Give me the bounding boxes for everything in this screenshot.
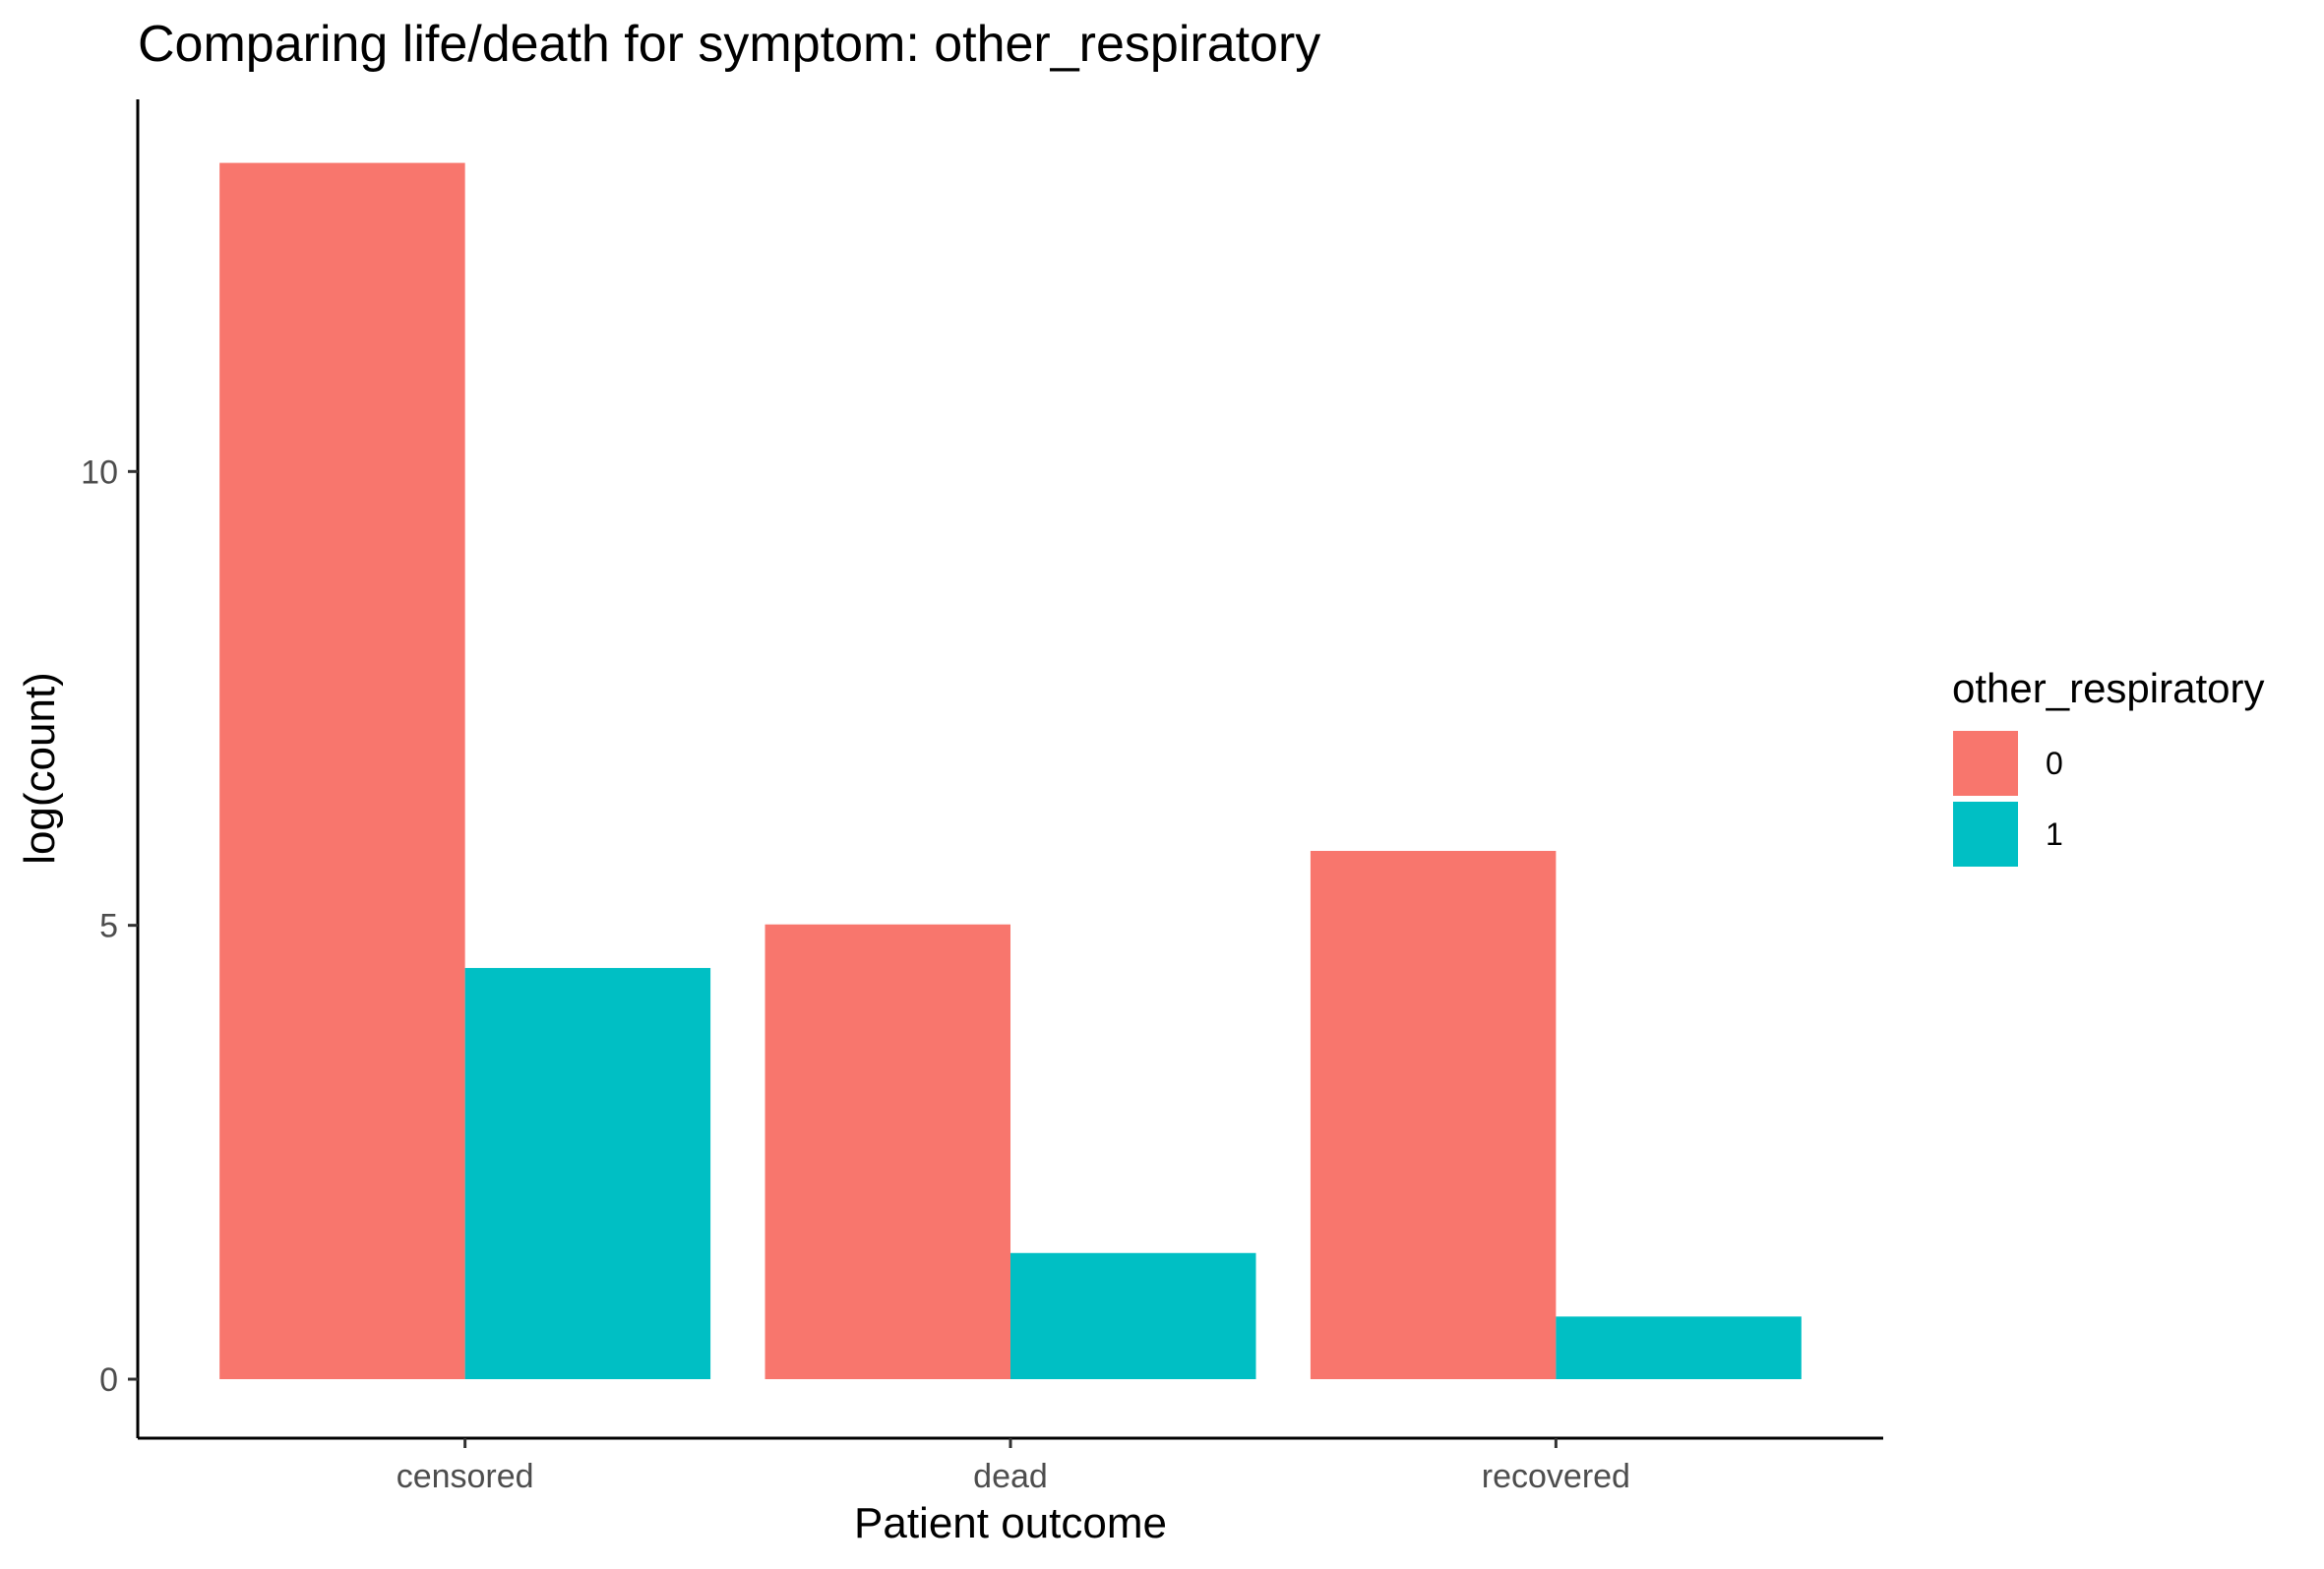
y-axis-title: log(count) [16,672,64,865]
legend-title: other_respiratory [1952,665,2264,711]
y-tick-label: 10 [81,453,118,491]
legend-key-1 [1953,802,2018,867]
legend-items: 01 [1953,731,2063,867]
legend-label-0: 0 [2046,746,2063,781]
x-axis-title: Patient outcome [854,1499,1167,1547]
bar-dead-series-1 [1010,1252,1256,1380]
x-tick-label: dead [973,1458,1048,1495]
chart-title: Comparing life/death for symptom: other_… [138,16,1320,73]
bar-censored-series-1 [464,968,711,1380]
y-tick-label: 5 [99,908,118,945]
legend-key-0 [1953,731,2018,796]
bars-layer [219,162,1802,1380]
y-tick-label: 0 [99,1361,118,1399]
y-axis-ticks: 0 5 10 [81,453,138,1399]
bar-recovered-series-0 [1310,851,1557,1380]
x-axis-ticks: censored dead recovered [397,1438,1630,1495]
legend: other_respiratory 01 [1952,665,2264,867]
bar-recovered-series-1 [1556,1316,1802,1380]
x-tick-label: censored [397,1458,534,1495]
x-tick-label: recovered [1482,1458,1630,1495]
legend-label-1: 1 [2046,816,2063,852]
bar-dead-series-0 [764,924,1010,1380]
bar-censored-series-0 [219,162,465,1380]
